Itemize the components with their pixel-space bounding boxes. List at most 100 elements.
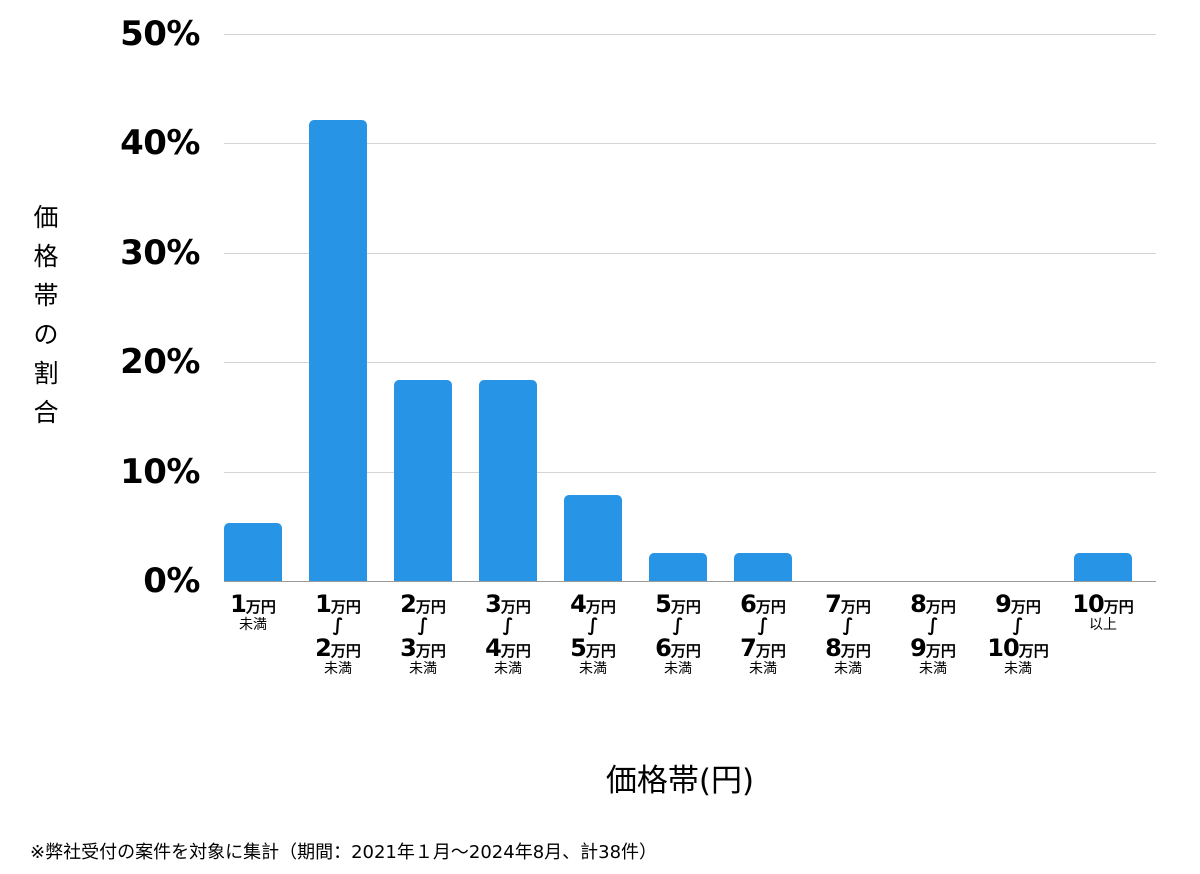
x-tick-label: 9万円 ∫ 10万円 未満: [968, 592, 1068, 676]
x-label-to-num: 4: [485, 634, 502, 662]
x-label-from-unit: 万円: [925, 598, 956, 616]
x-tick-label: 2万円 ∫ 3万円 未満: [373, 592, 473, 676]
x-label-to-num: 2: [315, 634, 332, 662]
x-label-to-unit: 万円: [330, 642, 361, 660]
x-label-from-num: 5: [655, 590, 672, 618]
x-tick-label: 3万円 ∫ 4万円 未満: [458, 592, 558, 676]
x-label-to-num: 8: [825, 634, 842, 662]
x-label-from-unit: 万円: [755, 598, 786, 616]
x-label-suffix: 以上: [1089, 617, 1117, 633]
x-label-from-num: 3: [485, 590, 502, 618]
plot-area: [224, 34, 1156, 582]
x-label-from-unit: 万円: [330, 598, 361, 616]
bar: [1074, 552, 1132, 581]
x-label-from-unit: 万円: [415, 598, 446, 616]
range-tilde: ∫: [842, 615, 854, 636]
gridline: [224, 471, 1156, 473]
x-label-from-unit: 万円: [1103, 598, 1134, 616]
x-label-to-num: 10: [987, 634, 1019, 662]
x-label-suffix: 未満: [834, 661, 862, 677]
x-label-to-unit: 万円: [925, 642, 956, 660]
x-label-from-unit: 万円: [245, 598, 276, 616]
y-tick-label: 20%: [120, 342, 200, 383]
x-label-from-unit: 万円: [500, 598, 531, 616]
range-tilde: ∫: [587, 615, 599, 636]
x-label-from-unit: 万円: [670, 598, 701, 616]
x-tick-label: 4万円 ∫ 5万円 未満: [543, 592, 643, 676]
range-tilde: ∫: [332, 615, 344, 636]
x-label-from-unit: 万円: [1010, 598, 1041, 616]
y-axis-title: 価格帯の割合: [30, 198, 62, 432]
bar: [309, 120, 367, 581]
bar: [479, 379, 537, 581]
range-tilde: ∫: [1012, 615, 1024, 636]
x-label-from-num: 8: [910, 590, 927, 618]
bar: [649, 552, 707, 581]
x-label-from-num: 2: [400, 590, 417, 618]
x-label-to-num: 3: [400, 634, 417, 662]
x-label-from-unit: 万円: [840, 598, 871, 616]
bar: [564, 494, 622, 581]
x-label-to-num: 6: [655, 634, 672, 662]
x-label-suffix: 未満: [579, 661, 607, 677]
x-tick-label: 1万円 ∫ 2万円 未満: [288, 592, 388, 676]
y-tick-label: 0%: [143, 561, 200, 601]
y-tick-label: 10%: [120, 451, 200, 492]
x-label-from-num: 1: [230, 590, 247, 618]
x-label-to-unit: 万円: [840, 642, 871, 660]
x-tick-label: 1万円 未満: [203, 592, 303, 632]
x-label-suffix: 未満: [919, 661, 947, 677]
x-axis-baseline: [224, 581, 1156, 582]
x-label-to-num: 9: [910, 634, 927, 662]
x-label-from-num: 7: [825, 590, 842, 618]
x-label-suffix: 未満: [1004, 661, 1032, 677]
x-label-to-unit: 万円: [670, 642, 701, 660]
x-label-from-unit: 万円: [585, 598, 616, 616]
x-tick-label: 6万円 ∫ 7万円 未満: [713, 592, 813, 676]
bar: [224, 523, 282, 581]
x-label-to-num: 7: [740, 634, 757, 662]
x-label-to-unit: 万円: [415, 642, 446, 660]
x-tick-label: 8万円 ∫ 9万円 未満: [883, 592, 983, 676]
gridline: [224, 362, 1156, 364]
x-tick-label: 10万円 以上: [1053, 592, 1153, 632]
x-tick-label: 5万円 ∫ 6万円 未満: [628, 592, 728, 676]
x-label-from-num: 4: [570, 590, 587, 618]
x-label-suffix: 未満: [324, 661, 352, 677]
gridline: [224, 34, 1156, 35]
x-label-to-num: 5: [570, 634, 587, 662]
y-tick-label: 30%: [120, 232, 200, 273]
x-tick-label: 7万円 ∫ 8万円 未満: [798, 592, 898, 676]
y-axis-title-char: 割: [33, 359, 59, 388]
y-axis-title-char: 合: [33, 398, 59, 427]
x-label-suffix: 未満: [409, 661, 437, 677]
x-label-suffix: 未満: [749, 661, 777, 677]
x-axis-title: 価格帯(円): [605, 763, 755, 799]
y-axis-title-char: 帯: [33, 281, 59, 310]
range-tilde: ∫: [927, 615, 939, 636]
x-label-to-unit: 万円: [755, 642, 786, 660]
bar: [734, 552, 792, 581]
y-axis-title-char: 価: [33, 203, 59, 232]
x-label-from-num: 9: [995, 590, 1012, 618]
x-label-suffix: 未満: [664, 661, 692, 677]
x-label-from-num: 10: [1072, 590, 1104, 618]
x-label-suffix: 未満: [239, 617, 267, 633]
x-label-to-unit: 万円: [585, 642, 616, 660]
y-tick-label: 40%: [120, 123, 200, 164]
x-label-suffix: 未満: [494, 661, 522, 677]
range-tilde: ∫: [672, 615, 684, 636]
y-axis-title-char: 格: [33, 242, 59, 271]
range-tilde: ∫: [417, 615, 429, 636]
x-label-from-num: 6: [740, 590, 757, 618]
footnote: ※弊社受付の案件を対象に集計（期間：2021年１月〜2024年8月、計38件）: [30, 842, 658, 863]
range-tilde: ∫: [502, 615, 514, 636]
x-label-from-num: 1: [315, 590, 332, 618]
gridline: [224, 252, 1156, 254]
y-axis-title-char: の: [33, 320, 59, 349]
bar: [394, 379, 452, 581]
gridline: [224, 143, 1156, 145]
range-tilde: ∫: [757, 615, 769, 636]
x-label-to-unit: 万円: [500, 642, 531, 660]
y-tick-label: 50%: [120, 14, 200, 54]
